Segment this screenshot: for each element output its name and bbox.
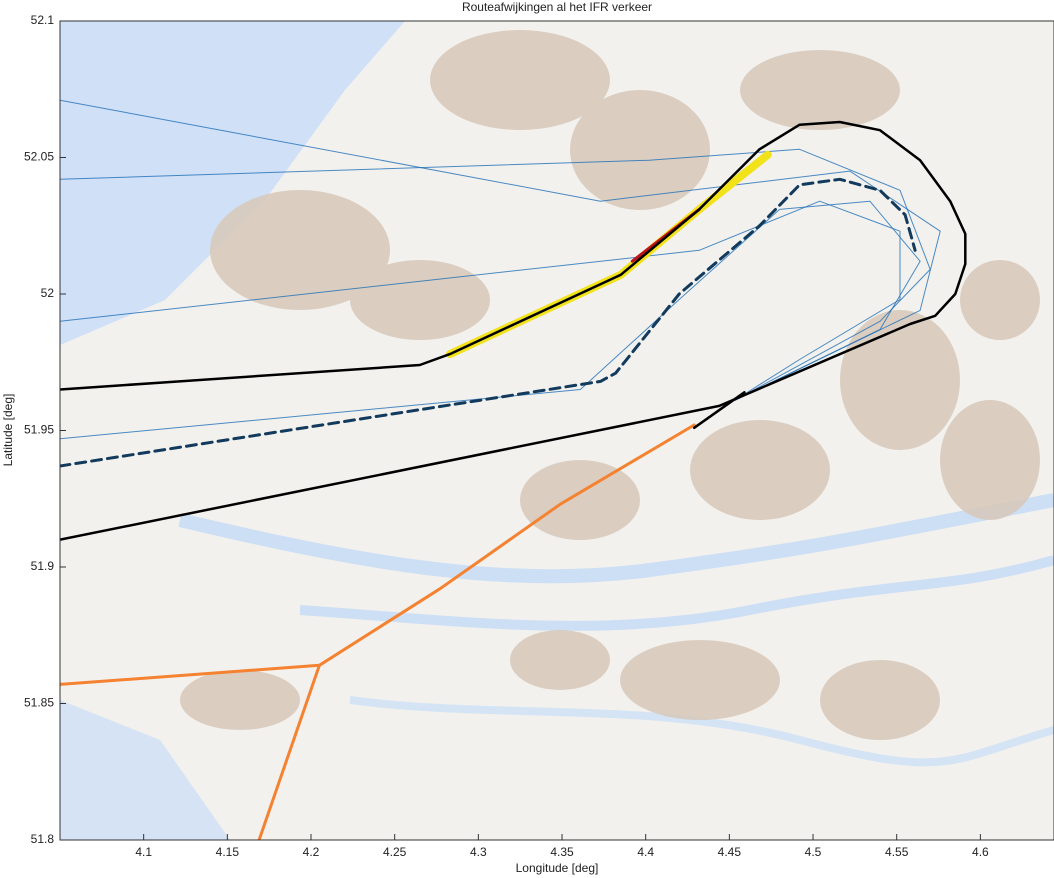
x-tick-label: 4.5 [805, 845, 822, 859]
y-axis-label: Latitude [deg] [1, 394, 15, 467]
track-line [60, 148, 931, 401]
y-tick-label: 51.95 [24, 423, 54, 437]
x-tick-label: 4.3 [470, 845, 487, 859]
x-tick-label: 4.25 [383, 845, 407, 859]
x-tick-label: 4.55 [885, 845, 909, 859]
track-line [60, 99, 941, 401]
track-line [60, 200, 901, 401]
x-tick-label: 4.1 [135, 845, 152, 859]
track-line [60, 120, 967, 541]
y-tick-label: 52.1 [31, 13, 55, 27]
x-tick-label: 4.35 [550, 845, 574, 859]
x-tick-label: 4.6 [972, 845, 989, 859]
map-background [60, 21, 1054, 840]
chart-title: Routeafwijkingen al het IFR verkeer [462, 0, 652, 14]
y-tick-label: 51.9 [31, 559, 55, 573]
plot-area [60, 99, 967, 840]
x-tick-label: 4.2 [303, 845, 320, 859]
track-line [257, 663, 321, 840]
y-tick-label: 51.8 [31, 832, 55, 846]
x-axis-label: Longitude [deg] [516, 861, 599, 875]
track-line [60, 200, 921, 440]
track-line [60, 177, 917, 468]
track-line [692, 391, 746, 430]
x-tick-label: 4.4 [637, 845, 654, 859]
y-tick-label: 52.05 [24, 150, 54, 164]
y-tick-label: 51.85 [24, 696, 54, 710]
x-tick-label: 4.45 [718, 845, 742, 859]
x-tick-label: 4.15 [216, 845, 240, 859]
y-tick-label: 52 [41, 286, 55, 300]
track-line [60, 423, 696, 686]
